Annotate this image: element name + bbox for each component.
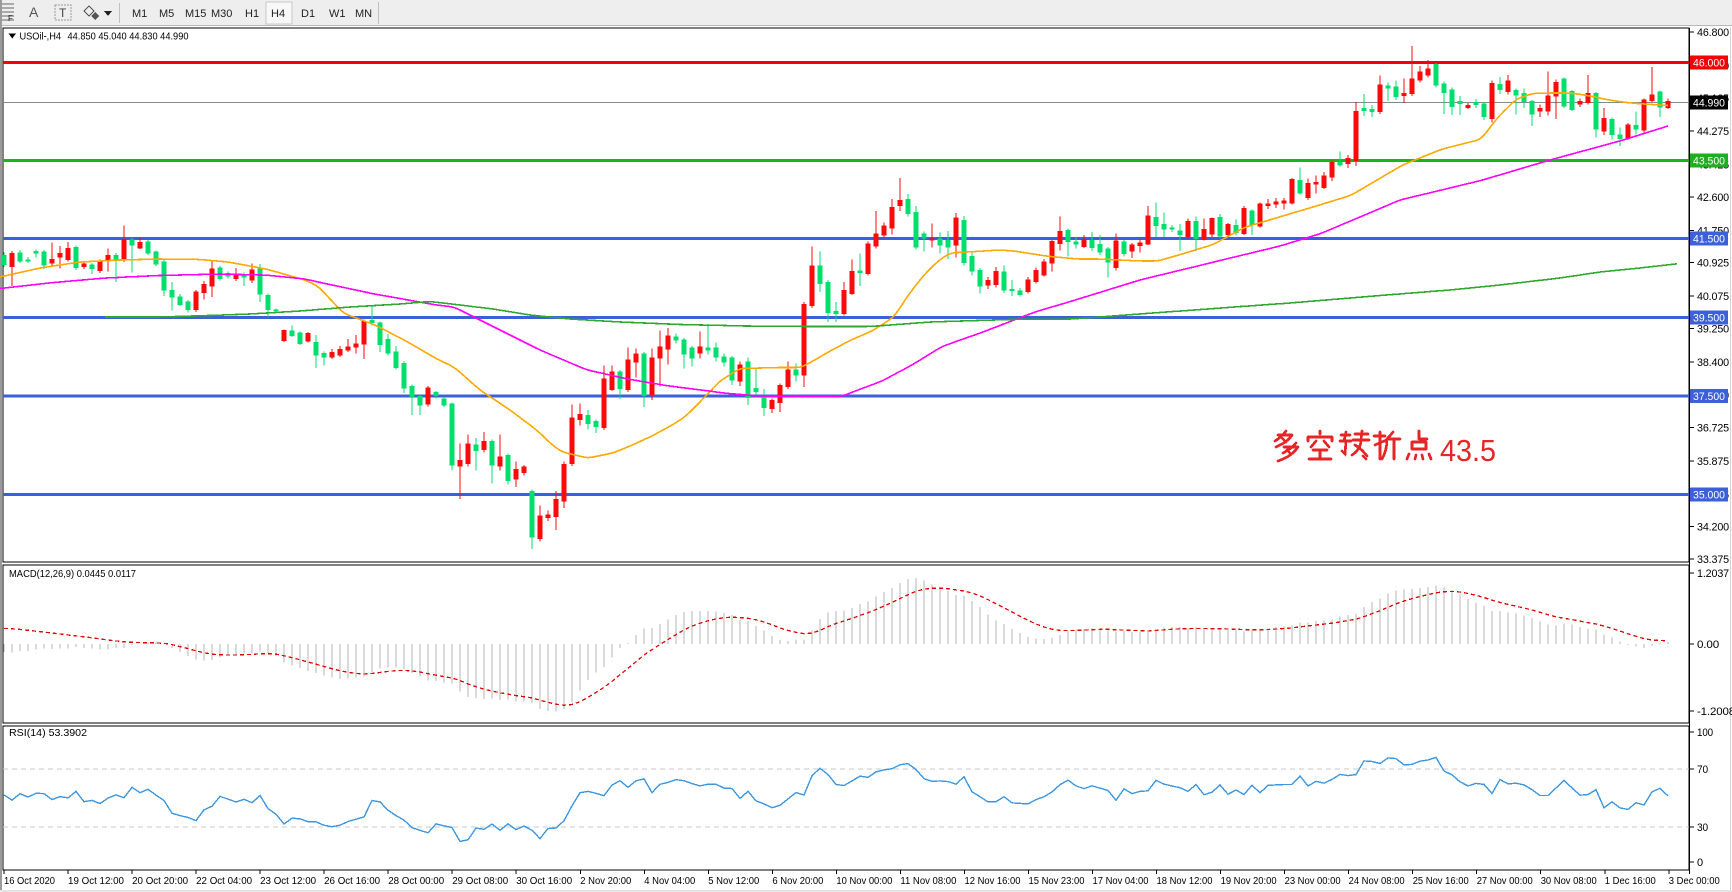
svg-text:30 Oct 16:00: 30 Oct 16:00: [516, 876, 572, 887]
svg-text:RSI(14) 53.3902: RSI(14) 53.3902: [9, 727, 87, 739]
svg-text:4 Nov 04:00: 4 Nov 04:00: [644, 876, 695, 887]
svg-text:D1: D1: [301, 8, 315, 20]
svg-text:11 Nov 08:00: 11 Nov 08:00: [900, 876, 956, 887]
svg-text:A: A: [29, 4, 39, 20]
svg-text:44.850 45.040 44.830 44.990: 44.850 45.040 44.830 44.990: [68, 31, 189, 43]
svg-text:26 Oct 16:00: 26 Oct 16:00: [324, 876, 380, 887]
svg-text:0.00: 0.00: [1697, 639, 1719, 651]
svg-text:M15: M15: [185, 8, 206, 20]
svg-text:-1.2008: -1.2008: [1697, 706, 1732, 718]
svg-text:70: 70: [1697, 764, 1708, 776]
svg-text:19 Nov 20:00: 19 Nov 20:00: [1221, 876, 1277, 887]
svg-text:2 Nov 20:00: 2 Nov 20:00: [580, 876, 631, 887]
svg-text:44.990: 44.990: [1693, 98, 1725, 110]
svg-text:M30: M30: [211, 8, 232, 20]
svg-text:36.725: 36.725: [1697, 423, 1729, 435]
svg-text:46.800: 46.800: [1697, 27, 1729, 39]
svg-text:23 Nov 00:00: 23 Nov 00:00: [1285, 876, 1341, 887]
svg-text:19 Oct 12:00: 19 Oct 12:00: [68, 876, 124, 887]
svg-text:28 Oct 00:00: 28 Oct 00:00: [388, 876, 444, 887]
svg-text:29 Oct 08:00: 29 Oct 08:00: [452, 876, 508, 887]
svg-text:5 Nov 12:00: 5 Nov 12:00: [708, 876, 759, 887]
svg-text:44.275: 44.275: [1697, 126, 1729, 138]
svg-text:33.375: 33.375: [1697, 554, 1729, 566]
svg-text:43.5: 43.5: [1440, 433, 1496, 468]
svg-text:3 Dec 00:00: 3 Dec 00:00: [1669, 876, 1720, 887]
svg-text:10 Nov 00:00: 10 Nov 00:00: [836, 876, 892, 887]
svg-text:H4: H4: [271, 8, 285, 20]
svg-text:W1: W1: [329, 8, 346, 20]
svg-text:43.500: 43.500: [1693, 156, 1725, 168]
svg-text:F: F: [8, 14, 13, 23]
svg-text:40.925: 40.925: [1697, 258, 1729, 270]
svg-text:40.075: 40.075: [1697, 291, 1729, 303]
svg-text:12 Nov 16:00: 12 Nov 16:00: [965, 876, 1021, 887]
svg-text:H1: H1: [245, 8, 259, 20]
svg-text:15 Nov 23:00: 15 Nov 23:00: [1029, 876, 1085, 887]
svg-text:38.400: 38.400: [1697, 357, 1729, 369]
svg-text:39.500: 39.500: [1693, 313, 1725, 325]
svg-text:35.000: 35.000: [1693, 490, 1725, 502]
svg-text:39.250: 39.250: [1697, 323, 1729, 335]
svg-text:0: 0: [1697, 857, 1703, 869]
svg-text:1 Dec 16:00: 1 Dec 16:00: [1605, 876, 1656, 887]
svg-text:T: T: [59, 6, 67, 20]
svg-text:46.000: 46.000: [1693, 58, 1725, 70]
svg-text:6 Nov 20:00: 6 Nov 20:00: [772, 876, 823, 887]
svg-text:35.875: 35.875: [1697, 456, 1729, 468]
svg-text:27 Nov 00:00: 27 Nov 00:00: [1477, 876, 1533, 887]
svg-text:100: 100: [1697, 727, 1713, 739]
svg-text:24 Nov 08:00: 24 Nov 08:00: [1349, 876, 1405, 887]
svg-text:MN: MN: [355, 8, 372, 20]
svg-text:34.200: 34.200: [1697, 522, 1729, 534]
svg-text:M5: M5: [159, 8, 174, 20]
svg-text:41.500: 41.500: [1693, 234, 1725, 246]
svg-text:17 Nov 04:00: 17 Nov 04:00: [1093, 876, 1149, 887]
svg-text:25 Nov 16:00: 25 Nov 16:00: [1413, 876, 1469, 887]
svg-text:20 Oct 20:00: 20 Oct 20:00: [132, 876, 188, 887]
svg-text:MACD(12,26,9) 0.0445 0.0117: MACD(12,26,9) 0.0445 0.0117: [9, 568, 136, 580]
svg-text:18 Nov 12:00: 18 Nov 12:00: [1157, 876, 1213, 887]
svg-text:M1: M1: [132, 8, 147, 20]
svg-text:22 Oct 04:00: 22 Oct 04:00: [196, 876, 252, 887]
svg-text:30 Nov 08:00: 30 Nov 08:00: [1541, 876, 1597, 887]
svg-text:37.500: 37.500: [1693, 391, 1725, 403]
svg-text:1.2037: 1.2037: [1697, 568, 1729, 580]
svg-text:16 Oct 2020: 16 Oct 2020: [4, 876, 55, 887]
svg-text:USOil-,H4: USOil-,H4: [20, 31, 62, 43]
svg-text:42.600: 42.600: [1697, 192, 1729, 204]
svg-text:23 Oct 12:00: 23 Oct 12:00: [260, 876, 316, 887]
svg-text:30: 30: [1697, 822, 1708, 834]
